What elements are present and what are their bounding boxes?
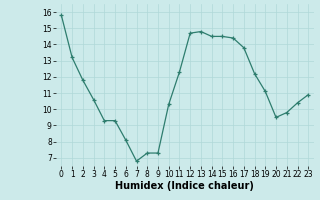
X-axis label: Humidex (Indice chaleur): Humidex (Indice chaleur) xyxy=(116,181,254,191)
